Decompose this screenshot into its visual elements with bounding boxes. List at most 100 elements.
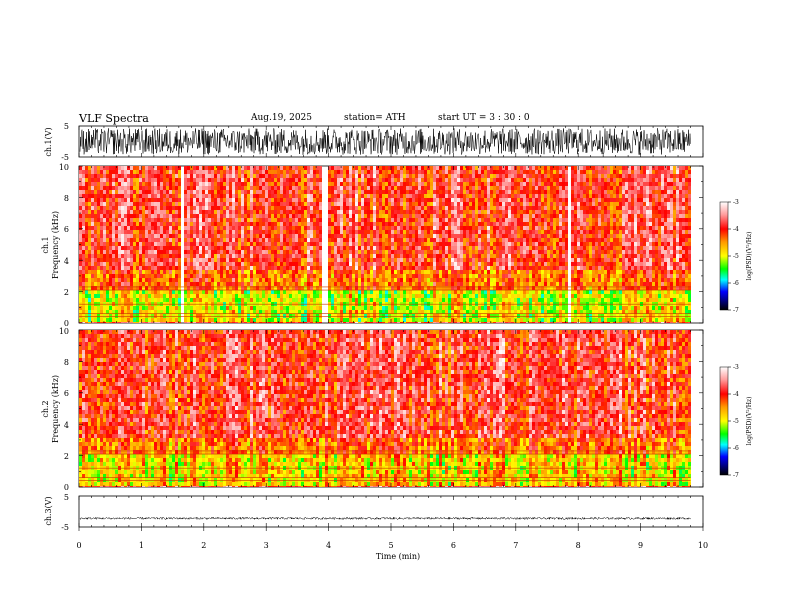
spectrogram-cell [196, 238, 199, 242]
spectrogram-cell [214, 250, 217, 254]
spectrogram-cell [184, 254, 187, 258]
spectrogram-cell [160, 254, 163, 258]
spectrogram-cell [448, 318, 451, 322]
spectrogram-cell [400, 234, 403, 238]
spectrogram-cell [376, 214, 379, 218]
spectrogram-cell [196, 234, 199, 238]
spectrogram-cell [265, 198, 268, 202]
spectrogram-cell [133, 282, 136, 286]
spectrogram-cell [334, 194, 337, 198]
spectrogram-cell [94, 262, 97, 266]
spectrogram-cell [82, 202, 85, 206]
spectrogram-cell [169, 282, 172, 286]
spectrogram-cell [124, 218, 127, 222]
spectrogram-cell [247, 298, 250, 302]
spectrogram-cell [310, 270, 313, 274]
spectrogram-cell [286, 322, 289, 323]
spectrogram-cell [301, 178, 304, 182]
spectrogram-cell [433, 274, 436, 278]
spectrogram-cell [145, 278, 148, 282]
spectrogram-cell [412, 170, 415, 174]
spectrogram-cell [106, 258, 109, 262]
spectrogram-cell [169, 174, 172, 178]
spectrogram-cell [241, 186, 244, 190]
spectrogram-cell [187, 254, 190, 258]
spectrogram-cell [304, 186, 307, 190]
spectrogram-cell [400, 310, 403, 314]
spectrogram-cell [442, 182, 445, 186]
spectrogram-cell [223, 290, 226, 294]
spectrogram-cell [253, 294, 256, 298]
spectrogram-cell [169, 278, 172, 282]
spectrogram-cell [367, 266, 370, 270]
spectrogram-cell [415, 218, 418, 222]
spectrogram-cell [130, 290, 133, 294]
spectrogram-cell [382, 234, 385, 238]
spectrogram-cell [112, 194, 115, 198]
spectrogram-cell [145, 210, 148, 214]
spectrogram-cell [121, 186, 124, 190]
spectrogram-cell [247, 318, 250, 322]
spectrogram-cell [412, 222, 415, 226]
spectrogram-cell [433, 294, 436, 298]
spectrogram-cell [391, 266, 394, 270]
spectrogram-cell [211, 230, 214, 234]
spectrogram-cell [91, 242, 94, 246]
spectrogram-cell [334, 230, 337, 234]
spectrogram-cell [193, 286, 196, 290]
spectrogram-cell [118, 234, 121, 238]
spectrogram-cell [355, 322, 358, 323]
spectrogram-cell [328, 182, 331, 186]
spectrogram-cell [142, 198, 145, 202]
spectrogram-cell [340, 182, 343, 186]
spectrogram-cell [415, 170, 418, 174]
spectrogram-cell [439, 174, 442, 178]
spectrogram-cell [346, 274, 349, 278]
spectrogram-cell [127, 294, 130, 298]
spectrogram-cell [256, 214, 259, 218]
spectrogram-cell [190, 242, 193, 246]
spectrogram-cell [346, 170, 349, 174]
spectrogram-cell [361, 290, 364, 294]
spectrogram-cell [373, 242, 376, 246]
spectrogram-cell [430, 218, 433, 222]
spectrogram-cell [91, 262, 94, 266]
spectrogram-cell [199, 190, 202, 194]
spectrogram-cell [457, 318, 460, 322]
spectrogram-cell [124, 310, 127, 314]
spectrogram-cell [133, 246, 136, 250]
spectrogram-cell [160, 238, 163, 242]
spectrogram-cell [178, 178, 181, 182]
spectrogram-cell [379, 234, 382, 238]
spectrogram-cell [100, 254, 103, 258]
spectrogram-cell [394, 218, 397, 222]
spectrogram-cell [271, 202, 274, 206]
spectrogram-cell [415, 286, 418, 290]
spectrogram-cell [379, 262, 382, 266]
ch1-spectrogram-cells [79, 166, 691, 323]
spectrogram-cell [424, 206, 427, 210]
spectrogram-cell [175, 194, 178, 198]
spectrogram-cell [403, 274, 406, 278]
spectrogram-cell [379, 198, 382, 202]
spectrogram-cell [304, 278, 307, 282]
spectrogram-cell [220, 198, 223, 202]
spectrogram-cell [190, 226, 193, 230]
spectrogram-cell [436, 178, 439, 182]
spectrogram-cell [79, 242, 82, 246]
spectrogram-cell [367, 198, 370, 202]
spectrogram-cell [445, 314, 448, 318]
spectrogram-cell [208, 170, 211, 174]
spectrogram-cell [394, 274, 397, 278]
spectrogram-cell [178, 294, 181, 298]
spectrogram-cell [460, 262, 463, 266]
spectrogram-cell [397, 258, 400, 262]
spectrogram-cell [307, 234, 310, 238]
spectrogram-cell [220, 310, 223, 314]
spectrogram-cell [256, 262, 259, 266]
spectrogram-cell [94, 166, 97, 170]
spectrogram-cell [406, 242, 409, 246]
spectrogram-cell [256, 222, 259, 226]
spectrogram-cell [154, 198, 157, 202]
spectrogram-cell [247, 286, 250, 290]
